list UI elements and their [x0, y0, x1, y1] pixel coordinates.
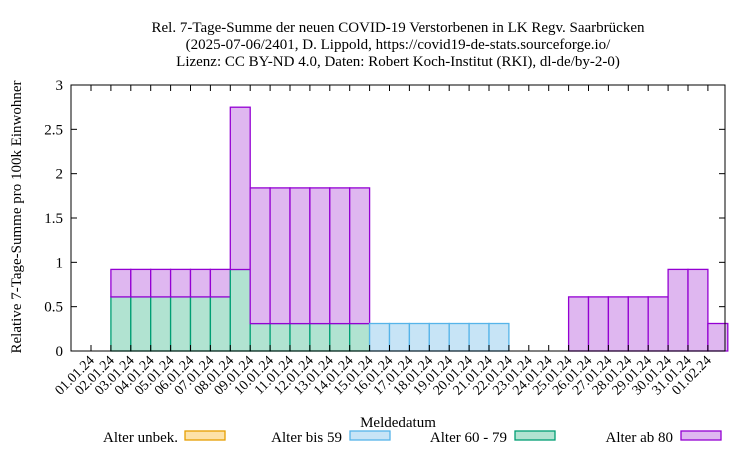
bar-02.01.24-series-3: [110, 268, 132, 298]
bar-09.01.24-series-2: [249, 322, 271, 352]
legend-swatch: [680, 430, 722, 441]
bar-25.01.24-series-3: [567, 296, 590, 352]
bar-18.01.24-series-1: [428, 322, 450, 352]
bar-20.01.24-series-1: [468, 322, 490, 352]
bar-06.01.24-series-3: [189, 268, 212, 298]
bar-12.01.24-series-2: [309, 322, 331, 352]
bar-19.01.24-series-1: [448, 322, 470, 352]
legend-label: Alter 60 - 79: [430, 430, 507, 446]
bar-16.01.24-series-1: [388, 322, 411, 352]
bar-03.01.24-series-3: [130, 268, 152, 298]
y-axis-ticks: 0 0.5 1 1.5 2 2.5 3: [44, 78, 725, 360]
bar-02.01.24-series-2: [110, 296, 132, 352]
x-axis-label: Meldedatum: [360, 415, 436, 431]
bar-06.01.24-series-2: [189, 296, 212, 352]
bar-09.01.24-series-3: [249, 187, 271, 325]
bar-27.01.24-series-3: [607, 296, 629, 352]
bar-14.01.24-series-2: [349, 322, 371, 352]
chart-title-line-1: Rel. 7-Tage-Summe der neuen COVID-19 Ver…: [152, 20, 645, 36]
bar-04.01.24-series-3: [150, 268, 172, 298]
bar-07.01.24-series-3: [209, 268, 231, 298]
legend-swatch: [349, 430, 391, 441]
legend-label: Alter ab 80: [606, 430, 673, 446]
bar-14.01.24-series-3: [349, 187, 371, 325]
bar-29.01.24-series-3: [647, 296, 669, 352]
bar-08.01.24-series-2: [229, 268, 251, 352]
bars-layer: [110, 106, 729, 352]
bar-05.01.24-series-3: [169, 268, 192, 298]
bar-13.01.24-series-3: [329, 187, 351, 325]
y-tick-label: 2.5: [44, 122, 63, 138]
bar-11.01.24-series-2: [289, 322, 311, 352]
bar-15.01.24-series-1: [368, 322, 391, 352]
bar-05.01.24-series-2: [169, 296, 192, 352]
bar-12.01.24-series-3: [309, 187, 331, 325]
chart-title-line-2: (2025-07-06/2401, D. Lippold, https://co…: [186, 37, 611, 53]
y-tick-label: 3: [56, 78, 64, 94]
bar-28.01.24-series-3: [627, 296, 649, 352]
bar-10.01.24-series-2: [269, 322, 291, 352]
bar-13.01.24-series-2: [329, 322, 351, 352]
y-axis-label: Relative 7-Tage-Summe pro 100k Einwohner: [9, 80, 25, 353]
legend: Alter unbek. Alter bis 59 Alter 60 - 79 Alt…: [103, 430, 722, 446]
y-tick-label: 1: [56, 255, 64, 271]
bar-03.01.24-series-2: [130, 296, 152, 352]
bar-04.01.24-series-2: [150, 296, 172, 352]
legend-label: Alter bis 59: [271, 430, 342, 446]
bar-31.01.24-series-3: [687, 268, 709, 352]
y-tick-label: 0.5: [44, 300, 63, 316]
y-tick-label: 0: [56, 344, 64, 360]
chart-title: Rel. 7-Tage-Summe der neuen COVID-19 Ver…: [152, 20, 645, 70]
bar-17.01.24-series-1: [408, 322, 430, 352]
bar-07.01.24-series-2: [209, 296, 231, 352]
bar-11.01.24-series-3: [289, 187, 311, 325]
bar-08.01.24-series-3: [229, 106, 251, 271]
legend-swatch: [514, 430, 556, 441]
bar-30.01.24-series-3: [667, 268, 689, 352]
bar-10.01.24-series-3: [269, 187, 291, 325]
legend-swatch: [184, 430, 226, 441]
legend-label: Alter unbek.: [103, 430, 178, 446]
y-tick-label: 2: [56, 167, 64, 183]
chart-title-line-3: Lizenz: CC BY-ND 4.0, Daten: Robert Koch…: [176, 54, 620, 70]
bar-21.01.24-series-1: [488, 322, 510, 352]
bar-26.01.24-series-3: [587, 296, 610, 352]
y-tick-label: 1.5: [44, 211, 63, 227]
